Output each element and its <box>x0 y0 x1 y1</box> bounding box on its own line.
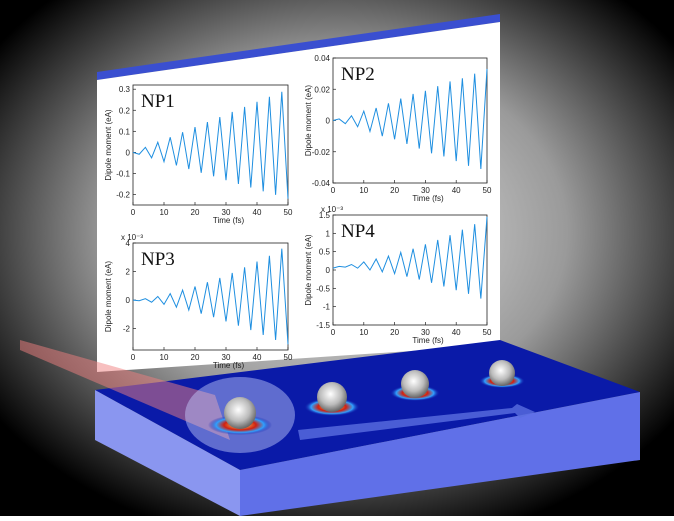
y-tick-label: 0.1 <box>119 127 131 136</box>
x-tick-label: 0 <box>131 208 136 217</box>
y-tick-label: 0 <box>326 266 331 275</box>
base-front <box>240 392 640 516</box>
y-tick-label: 1.5 <box>319 211 331 220</box>
chart-title: NP4 <box>341 221 375 242</box>
x-tick-label: 20 <box>390 186 399 195</box>
y-axis-label: Dipole moment (eA) <box>304 234 313 305</box>
y-tick-label: -0.5 <box>316 284 330 293</box>
x-tick-label: 20 <box>390 328 399 337</box>
y-tick-label: 0 <box>326 117 331 126</box>
y-tick-label: 2 <box>126 268 131 277</box>
y-tick-label: 0 <box>126 148 131 157</box>
x-axis-label: Time (fs) <box>213 216 245 225</box>
y-tick-label: 0.02 <box>314 85 330 94</box>
panel-top <box>97 14 500 80</box>
data-line <box>332 68 488 169</box>
y-axis-label: Dipole moment (eA) <box>104 261 113 332</box>
y-axis-label: Dipole moment (eA) <box>104 109 113 180</box>
y-tick-label: -0.04 <box>312 179 331 188</box>
x-tick-label: 30 <box>421 328 430 337</box>
x-tick-label: 30 <box>421 186 430 195</box>
data-line <box>132 248 289 345</box>
x-tick-label: 50 <box>483 186 492 195</box>
y-tick-label: -0.2 <box>116 190 130 199</box>
data-line <box>132 91 289 199</box>
chart-title: NP3 <box>141 249 175 270</box>
x-tick-label: 10 <box>359 328 368 337</box>
x-tick-label: 30 <box>222 208 231 217</box>
x-tick-label: 10 <box>160 208 169 217</box>
y-tick-label: 0.2 <box>119 106 131 115</box>
x-tick-label: 40 <box>253 208 262 217</box>
x-tick-label: 30 <box>222 353 231 362</box>
light-beam <box>20 340 230 440</box>
chart-title: NP1 <box>141 91 175 112</box>
x-tick-label: 50 <box>483 328 492 337</box>
y-tick-label: -1 <box>323 303 331 312</box>
x-axis-label: Time (fs) <box>213 361 245 370</box>
arrow <box>298 404 535 440</box>
x-tick-label: 10 <box>359 186 368 195</box>
x-tick-label: 20 <box>191 208 200 217</box>
axes-box <box>132 84 289 206</box>
x-tick-label: 50 <box>284 208 293 217</box>
x-tick-label: 20 <box>191 353 200 362</box>
y-scale-label: x 10⁻³ <box>321 205 343 214</box>
y-tick-label: 1 <box>326 229 331 238</box>
data-line <box>332 216 488 299</box>
x-tick-label: 40 <box>452 186 461 195</box>
x-axis-label: Time (fs) <box>412 336 444 345</box>
nanoparticles <box>208 360 525 435</box>
y-tick-label: -0.1 <box>116 169 130 178</box>
y-scale-label: x 10⁻³ <box>121 233 143 242</box>
chart-title: NP2 <box>341 64 375 85</box>
x-tick-label: 0 <box>131 353 136 362</box>
x-tick-label: 0 <box>331 186 336 195</box>
x-tick-label: 40 <box>253 353 262 362</box>
y-tick-label: 0 <box>126 296 131 305</box>
axes-box <box>132 242 289 351</box>
x-tick-label: 0 <box>331 328 336 337</box>
x-tick-label: 50 <box>284 353 293 362</box>
y-tick-label: 0.04 <box>314 54 330 63</box>
base-left <box>95 390 240 516</box>
x-tick-label: 40 <box>452 328 461 337</box>
y-tick-label: -2 <box>123 325 131 334</box>
y-tick-label: 4 <box>126 239 131 248</box>
y-tick-label: -1.5 <box>316 321 330 330</box>
x-tick-label: 10 <box>160 353 169 362</box>
y-axis-label: Dipole moment (eA) <box>304 85 313 156</box>
x-axis-label: Time (fs) <box>412 194 444 203</box>
y-tick-label: -0.02 <box>312 148 331 157</box>
y-tick-label: 0.3 <box>119 85 131 94</box>
y-tick-label: 0.5 <box>319 248 331 257</box>
